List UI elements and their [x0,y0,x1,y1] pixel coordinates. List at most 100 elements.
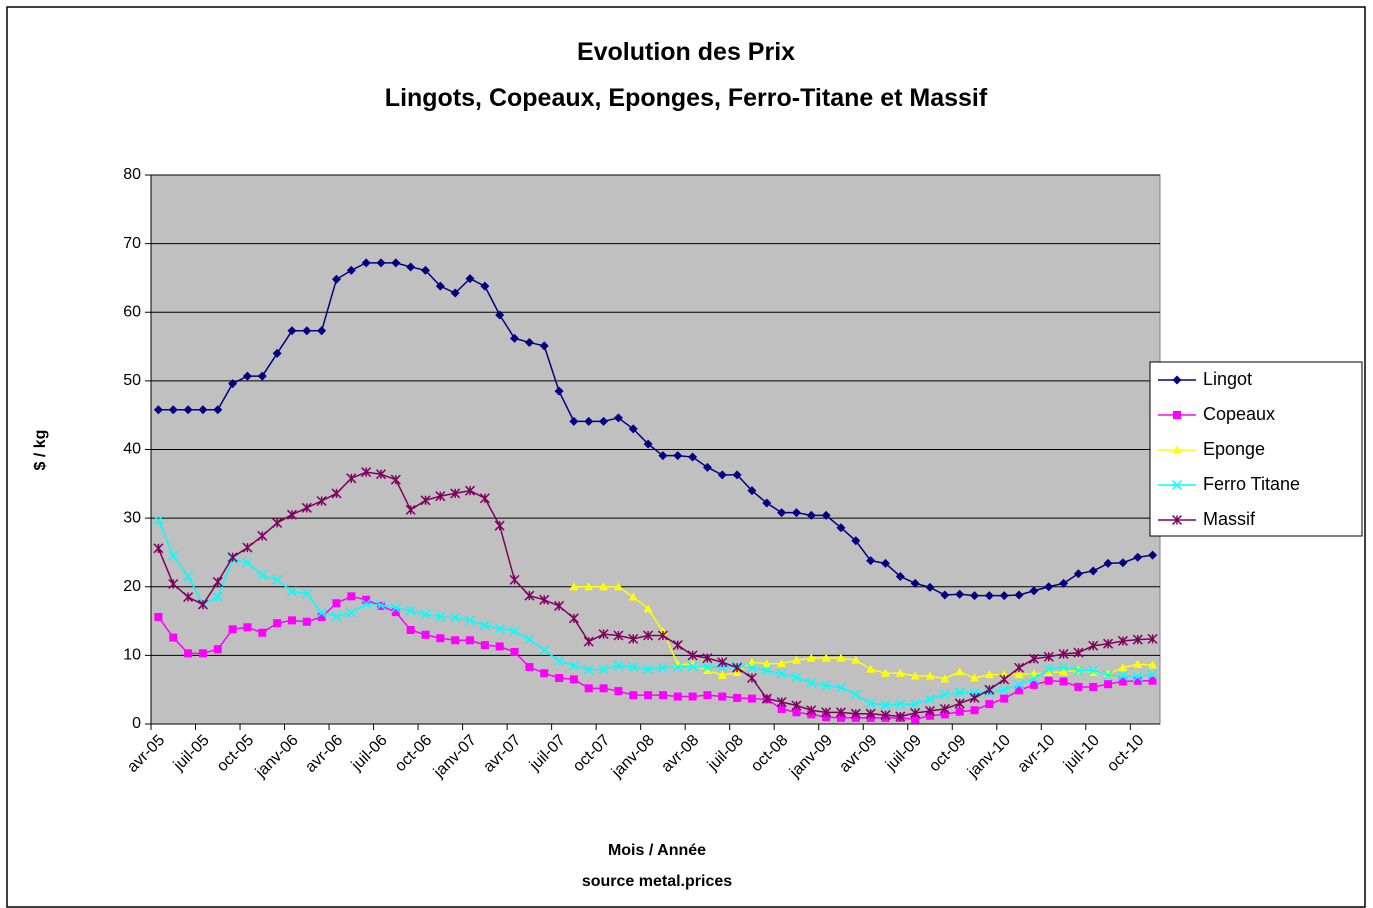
marker [747,486,757,496]
marker [791,700,802,711]
marker [554,386,564,396]
marker [821,680,832,691]
marker [1074,682,1083,691]
marker [584,416,594,426]
marker [1058,662,1069,673]
marker [850,708,861,719]
marker [568,660,579,671]
marker [153,405,163,415]
marker [792,708,801,717]
marker [718,692,727,701]
marker [1132,671,1143,682]
y-axis-label: $ / kg [32,430,49,471]
marker [258,628,267,637]
chart-subtitle: Lingots, Copeaux, Eponges, Ferro-Titane … [385,84,988,112]
marker [776,697,787,708]
marker [1118,677,1127,686]
marker [910,699,921,710]
marker [1015,686,1024,695]
marker [1133,659,1143,668]
marker [924,705,936,716]
marker [658,691,667,700]
marker [525,663,534,672]
marker [421,265,431,275]
marker [865,698,876,709]
marker [183,592,194,603]
marker [865,708,876,719]
marker [555,674,564,683]
marker [791,672,802,683]
marker [717,470,727,480]
marker [1014,670,1024,679]
marker [850,689,861,700]
marker [316,607,327,618]
marker [762,659,772,668]
legend-label: Eponge [1203,439,1265,459]
marker [494,623,505,634]
marker [390,474,401,485]
marker [569,675,578,684]
marker [747,657,757,666]
marker [732,470,742,480]
legend-label: Massif [1203,509,1256,529]
y-tick-label: 20 [123,578,141,595]
marker [614,687,623,696]
marker [835,707,847,718]
marker [539,341,549,351]
marker [821,510,831,520]
marker [406,262,416,272]
y-tick-label: 0 [132,715,141,732]
marker [925,582,935,592]
marker [287,616,296,625]
source-note: source metal.prices [582,873,732,890]
marker [984,684,995,695]
marker [939,703,950,714]
marker [510,333,520,343]
marker [643,439,653,449]
marker [1133,552,1143,562]
marker [242,557,253,568]
marker [687,661,698,672]
marker [390,602,401,614]
marker [391,608,400,617]
marker [1148,550,1158,560]
marker [910,671,920,680]
series-line [573,586,1153,680]
marker [301,588,312,599]
legend-marker [1171,479,1183,491]
marker [1117,635,1128,646]
marker [347,592,356,601]
marker [644,691,653,700]
marker [436,634,445,643]
marker [613,582,623,591]
marker [628,592,638,601]
marker [628,633,639,644]
marker [702,665,712,674]
marker [733,693,742,702]
marker [643,664,654,675]
marker [584,582,594,591]
marker [628,424,638,434]
marker [1104,680,1113,689]
marker [970,673,980,682]
marker [184,649,193,658]
marker [851,536,861,546]
marker [1088,566,1098,576]
marker [197,599,208,610]
marker [895,711,906,722]
marker [702,653,713,664]
marker [1058,648,1069,660]
marker [702,462,712,472]
marker [1073,665,1083,674]
marker [806,653,816,662]
marker [895,571,905,581]
marker [732,662,743,673]
y-tick-label: 80 [123,166,141,183]
marker [286,509,297,520]
marker [717,670,727,679]
marker [362,595,371,604]
marker [673,451,683,461]
marker [1059,667,1069,676]
marker [376,258,386,268]
marker [524,634,535,645]
